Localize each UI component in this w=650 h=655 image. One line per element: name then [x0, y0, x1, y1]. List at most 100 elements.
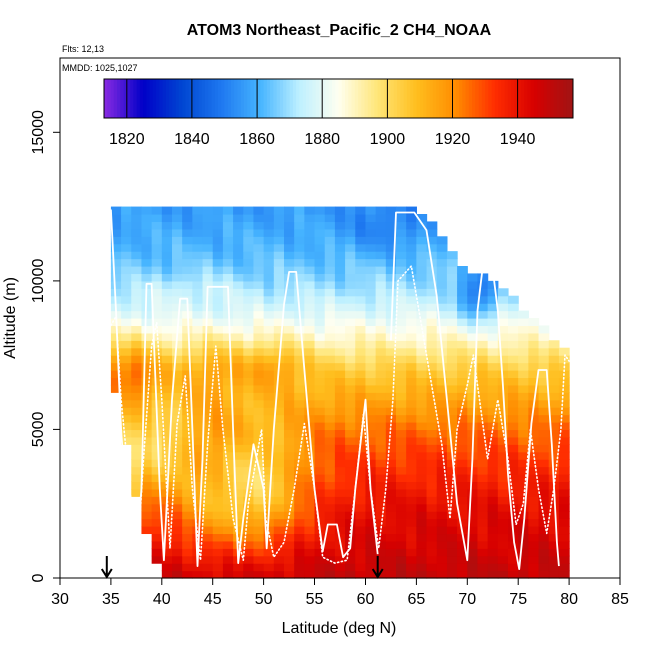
heatmap-cell	[528, 444, 540, 453]
heatmap-cell	[284, 347, 295, 356]
heatmap-cell	[151, 466, 163, 475]
colorbar-cell	[244, 79, 248, 118]
heatmap-cell	[222, 370, 234, 379]
heatmap-cell	[294, 347, 305, 356]
heatmap-cell	[202, 451, 214, 460]
heatmap-cell	[334, 563, 346, 572]
heatmap-cell	[457, 384, 468, 393]
heatmap-cell	[192, 303, 204, 312]
heatmap-cell	[508, 496, 519, 505]
heatmap-cell	[304, 570, 316, 579]
heatmap-cell	[172, 377, 183, 386]
heatmap-cell	[243, 533, 255, 542]
heatmap-cell	[263, 325, 275, 334]
heatmap-cell	[334, 533, 346, 542]
heatmap-cell	[253, 511, 265, 520]
colorbar-cell	[504, 79, 509, 118]
heatmap-cell	[406, 206, 417, 215]
heatmap-cell	[161, 407, 173, 416]
heatmap-cell	[121, 221, 132, 230]
heatmap-cell	[151, 481, 163, 490]
heatmap-cell	[426, 303, 438, 312]
heatmap-cell	[253, 288, 265, 297]
heatmap-cell	[182, 362, 193, 371]
heatmap-cell	[477, 377, 489, 386]
heatmap-cell	[548, 392, 560, 401]
heatmap-cell	[131, 288, 143, 297]
heatmap-cell	[355, 318, 367, 327]
heatmap-cell	[457, 325, 468, 334]
heatmap-cell	[375, 347, 387, 356]
heatmap-cell	[141, 474, 153, 483]
heatmap-cell	[355, 459, 367, 468]
heatmap-cell	[161, 570, 173, 579]
heatmap-cell	[182, 236, 193, 245]
heatmap-cell	[477, 355, 489, 364]
heatmap-cell	[284, 459, 295, 468]
heatmap-cell	[477, 555, 489, 564]
heatmap-cell	[396, 318, 407, 327]
heatmap-cell	[508, 511, 519, 520]
colorbar-cell	[377, 79, 382, 118]
heatmap-cell	[457, 429, 468, 438]
heatmap-cell	[406, 340, 417, 349]
heatmap-cell	[355, 340, 367, 349]
heatmap-cell	[365, 370, 377, 379]
heatmap-cell	[284, 451, 295, 460]
colorbar-cell	[214, 79, 219, 118]
heatmap-cell	[365, 563, 377, 572]
heatmap-cell	[304, 258, 316, 267]
heatmap-cell	[406, 377, 417, 386]
heatmap-cell	[446, 511, 458, 520]
heatmap-cell	[487, 414, 499, 423]
heatmap-cell	[538, 377, 550, 386]
colorbar-cell	[364, 79, 369, 118]
heatmap-cell	[314, 407, 326, 416]
heatmap-cell	[212, 399, 224, 408]
heatmap-cell	[558, 474, 570, 483]
heatmap-cell	[365, 288, 377, 297]
heatmap-cell	[172, 273, 183, 282]
heatmap-cell	[294, 481, 305, 490]
heatmap-cell	[212, 540, 224, 549]
heatmap-cell	[273, 318, 285, 327]
heatmap-cell	[446, 555, 458, 564]
heatmap-cell	[375, 451, 387, 460]
heatmap-cell	[538, 563, 550, 572]
heatmap-cell	[467, 280, 479, 289]
heatmap-cell	[467, 563, 479, 572]
heatmap-cell	[365, 555, 377, 564]
heatmap-cell	[131, 214, 143, 223]
heatmap-cell	[396, 518, 407, 527]
heatmap-cell	[385, 236, 397, 245]
heatmap-cell	[294, 533, 305, 542]
heatmap-cell	[304, 355, 316, 364]
heatmap-cell	[487, 355, 499, 364]
heatmap-cell	[345, 214, 356, 223]
heatmap-cell	[141, 466, 153, 475]
heatmap-cell	[253, 518, 265, 527]
heatmap-cell	[324, 496, 336, 505]
heatmap-cell	[334, 288, 346, 297]
colorbar-cell	[556, 79, 561, 118]
heatmap-cell	[202, 318, 214, 327]
heatmap-cell	[192, 310, 204, 319]
heatmap-cell	[518, 422, 529, 431]
heatmap-cell	[477, 280, 489, 289]
heatmap-cell	[141, 518, 153, 527]
heatmap-cell	[273, 459, 285, 468]
heatmap-cell	[497, 459, 509, 468]
heatmap-cell	[314, 540, 326, 549]
heatmap-cell	[457, 295, 468, 304]
heatmap-cell	[385, 355, 397, 364]
heatmap-cell	[121, 280, 132, 289]
heatmap-cell	[263, 570, 275, 579]
arrow-marker	[100, 556, 113, 579]
heatmap-cell	[436, 273, 448, 282]
heatmap-cell	[172, 280, 183, 289]
heatmap-cell	[151, 251, 163, 260]
heatmap-cell	[477, 481, 489, 490]
heatmap-cell	[467, 384, 479, 393]
heatmap-cell	[212, 488, 224, 497]
